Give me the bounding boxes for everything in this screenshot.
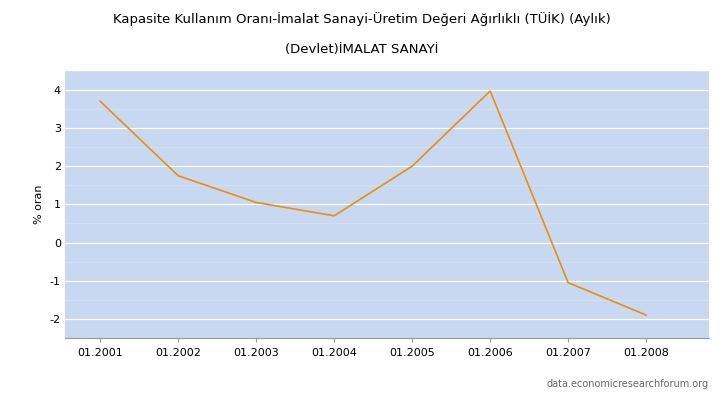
Text: Kapasite Kullanım Oranı-İmalat Sanayi-Üretim Değeri Ağırlıklı (TÜİK) (Aylık): Kapasite Kullanım Oranı-İmalat Sanayi-Ür… xyxy=(113,12,610,26)
Text: (Devlet)İMALAT SANAYİ: (Devlet)İMALAT SANAYİ xyxy=(285,43,438,56)
Text: data.economicresearchforum.org: data.economicresearchforum.org xyxy=(547,379,709,389)
Y-axis label: % oran: % oran xyxy=(34,185,44,224)
